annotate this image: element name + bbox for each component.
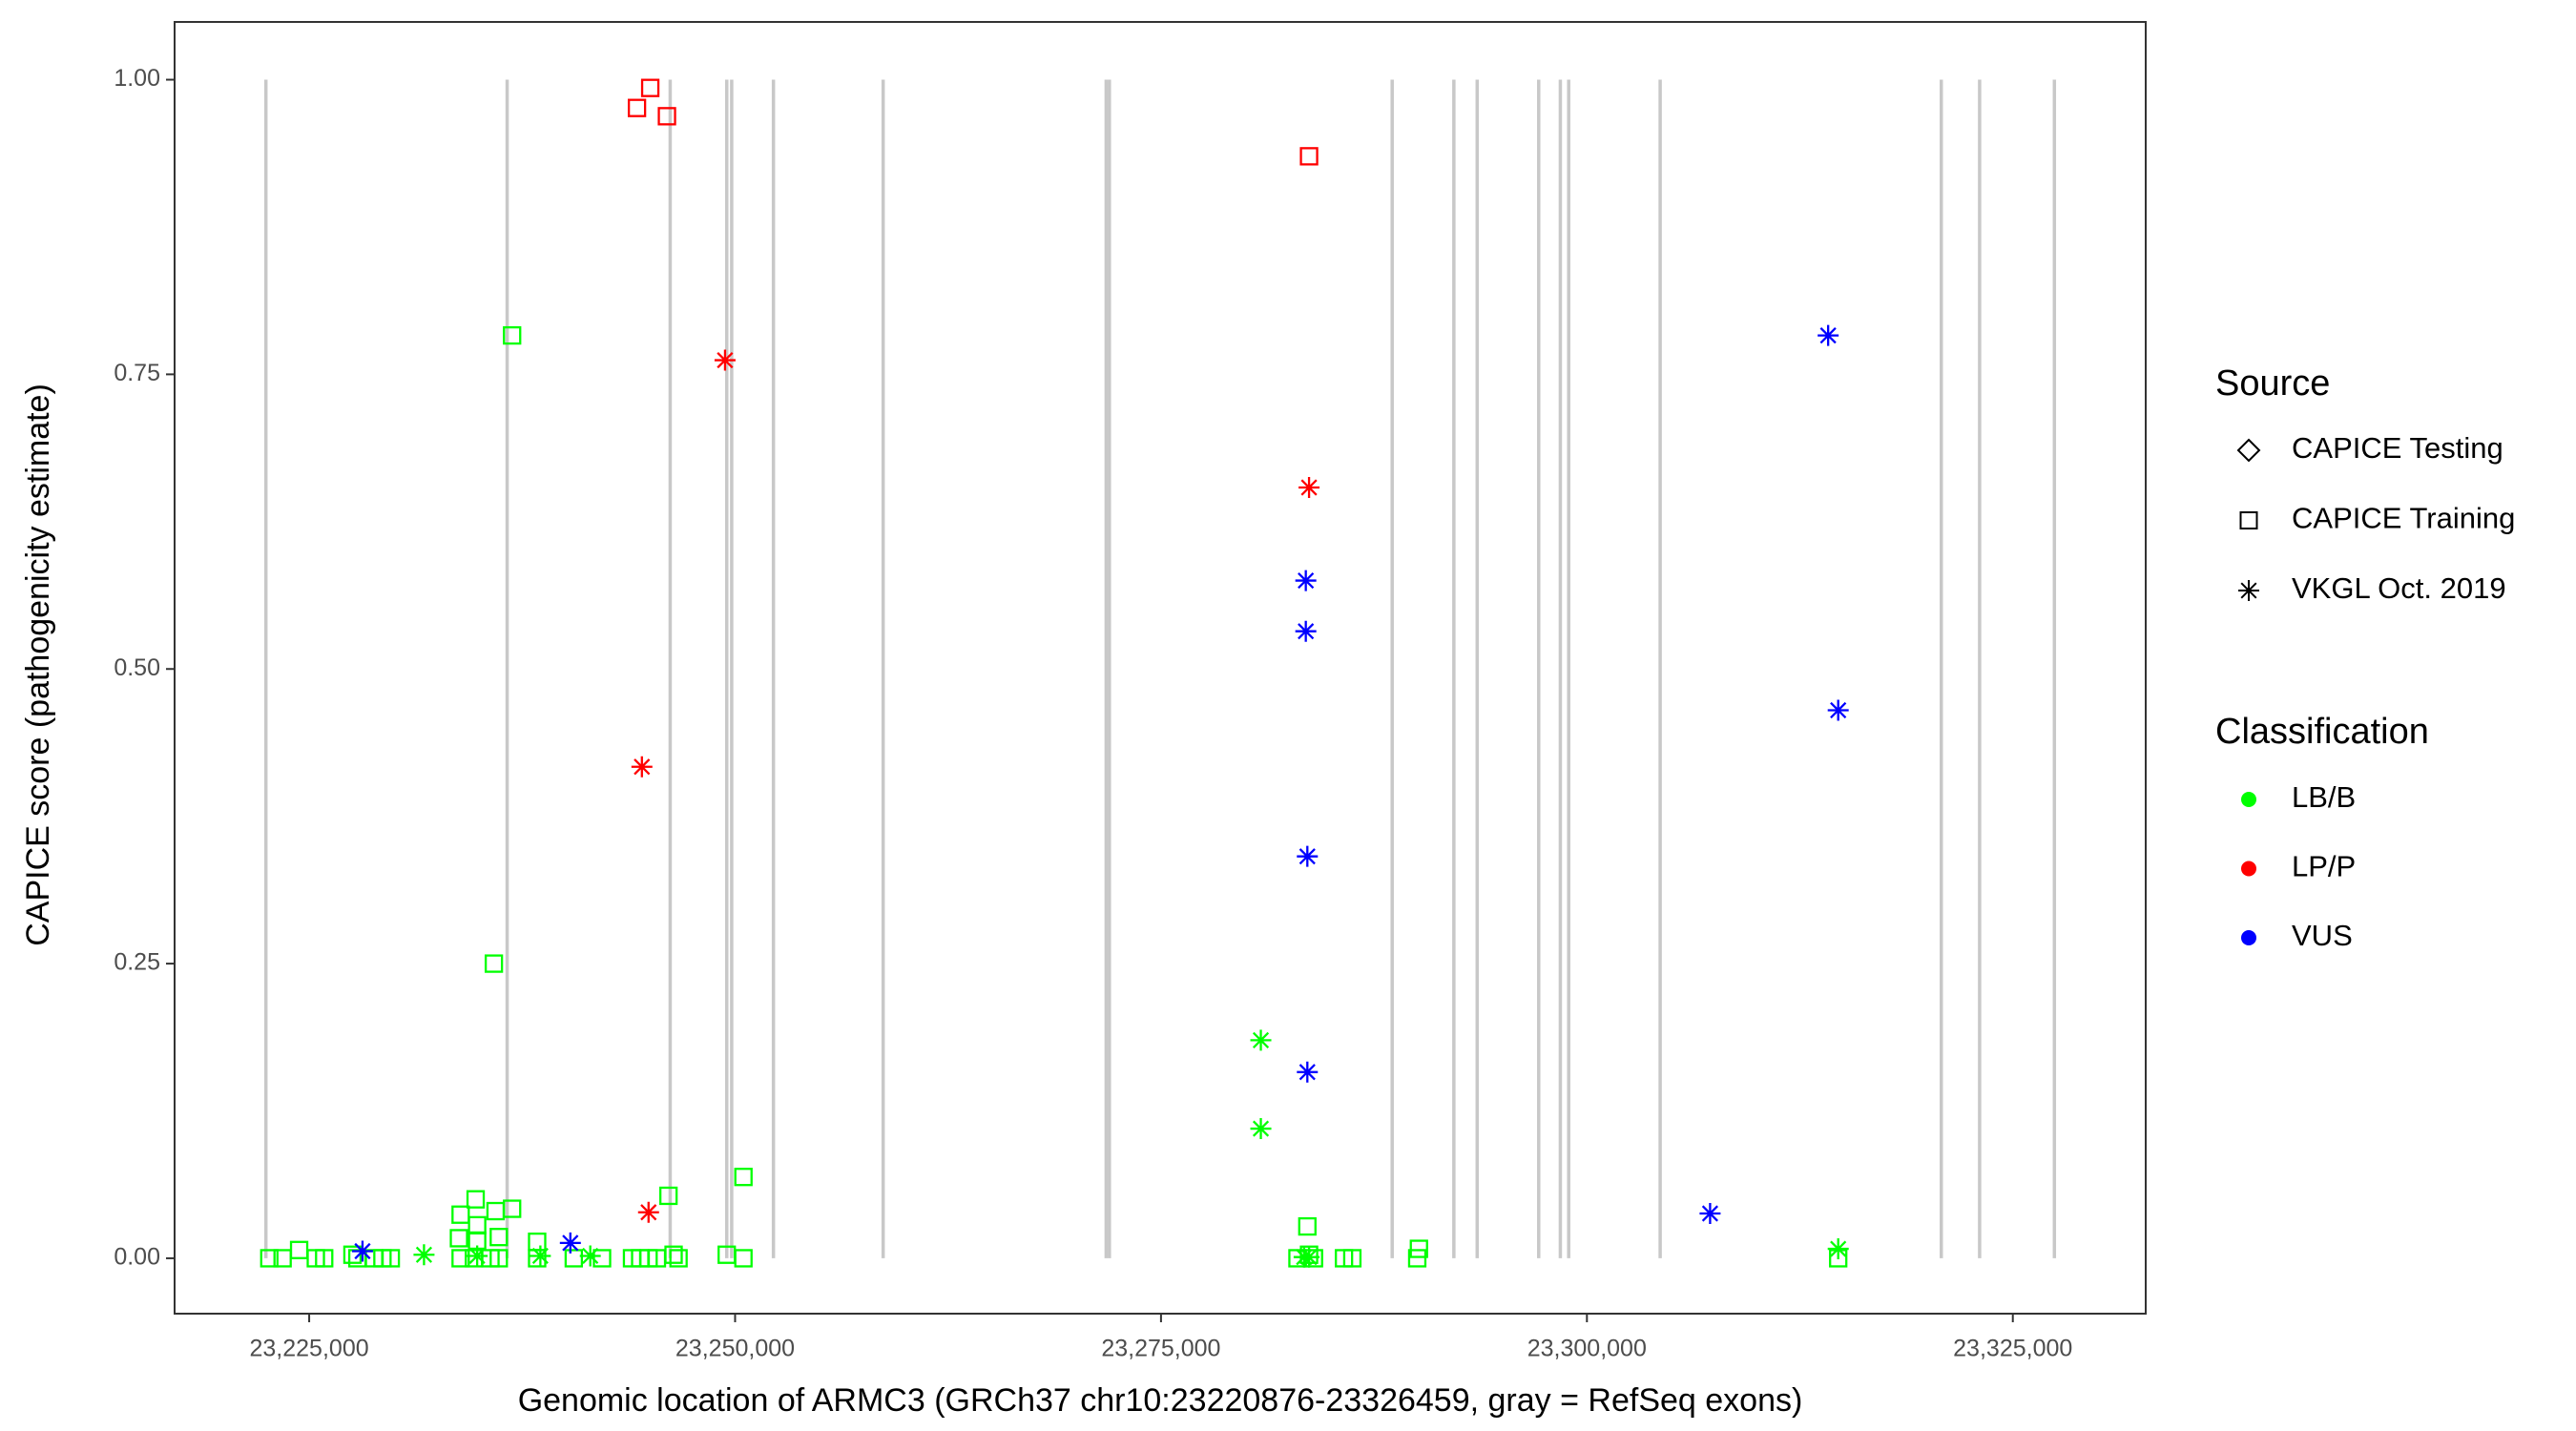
y-tick-label: 0.00 — [114, 1244, 160, 1271]
point — [657, 107, 676, 126]
legend-symbol — [2241, 861, 2256, 877]
point — [714, 349, 736, 371]
point — [579, 1245, 601, 1267]
point — [503, 325, 522, 345]
x-tick-label: 23,275,000 — [1101, 1336, 1220, 1362]
y-axis-title: CAPICE score (pathogenicity estimate) — [20, 384, 56, 946]
point — [1699, 1202, 1721, 1224]
point — [734, 1168, 753, 1187]
legend-symbol — [2241, 792, 2256, 807]
point — [1827, 1238, 1849, 1260]
x-tick-label: 23,300,000 — [1527, 1336, 1647, 1362]
point — [1298, 1246, 1320, 1268]
x-axis-title: Genomic location of ARMC3 (GRCh37 chr10:… — [518, 1382, 1803, 1419]
point — [467, 1245, 488, 1267]
point — [1297, 845, 1319, 867]
point — [627, 98, 647, 117]
legend-symbol — [2241, 930, 2256, 945]
legend-symbol — [2236, 438, 2261, 463]
point — [1299, 147, 1319, 166]
legend-label: VUS — [2292, 919, 2353, 952]
point — [637, 1201, 659, 1223]
point — [1298, 476, 1320, 498]
point — [528, 1249, 547, 1268]
legend-label: CAPICE Training — [2292, 502, 2515, 535]
point — [631, 756, 653, 778]
point — [451, 1249, 470, 1268]
point — [1407, 1249, 1427, 1268]
point — [1827, 699, 1849, 721]
legend-symbol — [2238, 580, 2259, 601]
x-tick-label: 23,250,000 — [675, 1336, 795, 1362]
point — [381, 1249, 401, 1268]
point — [530, 1245, 551, 1267]
y-tick-label: 0.50 — [114, 654, 160, 681]
point — [260, 1249, 279, 1268]
point — [669, 1249, 688, 1268]
point — [451, 1205, 470, 1224]
point — [503, 1199, 522, 1218]
y-tick-label: 0.25 — [114, 949, 160, 976]
point — [1818, 324, 1839, 346]
point — [559, 1232, 581, 1254]
point — [564, 1249, 584, 1268]
point — [413, 1244, 435, 1266]
point — [640, 78, 660, 97]
legend-title: Classification — [2215, 712, 2429, 752]
point — [489, 1249, 509, 1268]
point — [1342, 1249, 1362, 1268]
y-tick-label: 0.75 — [114, 360, 160, 386]
point — [734, 1249, 753, 1268]
point — [351, 1240, 373, 1262]
point — [1250, 1029, 1272, 1051]
legend-title: Source — [2215, 363, 2330, 404]
point — [1295, 570, 1317, 591]
legend-label: CAPICE Testing — [2292, 431, 2503, 465]
y-tick-label: 1.00 — [114, 65, 160, 92]
legend-symbol — [2239, 511, 2258, 529]
point — [1298, 1216, 1317, 1236]
point — [1409, 1239, 1428, 1258]
legend-label: VKGL Oct. 2019 — [2292, 571, 2506, 605]
legend-label: LB/B — [2292, 780, 2356, 814]
point — [466, 1190, 486, 1209]
point — [315, 1249, 334, 1268]
point — [1297, 1061, 1319, 1083]
point — [343, 1245, 363, 1264]
point — [1250, 1118, 1272, 1140]
point — [484, 954, 504, 973]
point — [1295, 620, 1317, 642]
legend-label: LP/P — [2292, 850, 2356, 883]
x-tick-label: 23,225,000 — [250, 1336, 369, 1362]
point — [664, 1245, 683, 1264]
point — [489, 1228, 509, 1247]
x-tick-label: 23,325,000 — [1953, 1336, 2072, 1362]
plot-panel — [174, 21, 2147, 1315]
point — [449, 1229, 468, 1248]
point — [659, 1186, 678, 1206]
